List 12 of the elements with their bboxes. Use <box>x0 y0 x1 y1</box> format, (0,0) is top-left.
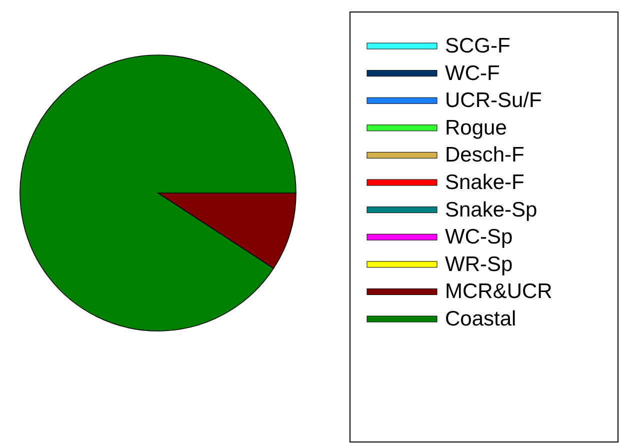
legend-label: Desch-F <box>445 144 524 167</box>
legend-label: UCR-Su/F <box>445 89 542 112</box>
legend-label: Snake-F <box>445 171 524 194</box>
legend-label: SCG-F <box>445 34 510 58</box>
legend-label: Snake-Sp <box>445 198 538 222</box>
legend-label: MCR&UCR <box>445 280 552 304</box>
legend-label: WR-Sp <box>445 252 513 276</box>
legend-label: Rogue <box>445 116 507 140</box>
legend-label: Coastal <box>445 308 516 330</box>
pie-slice <box>20 54 296 332</box>
legend-label: WC-Sp <box>445 226 513 249</box>
legend-label: WC-F <box>445 62 500 85</box>
